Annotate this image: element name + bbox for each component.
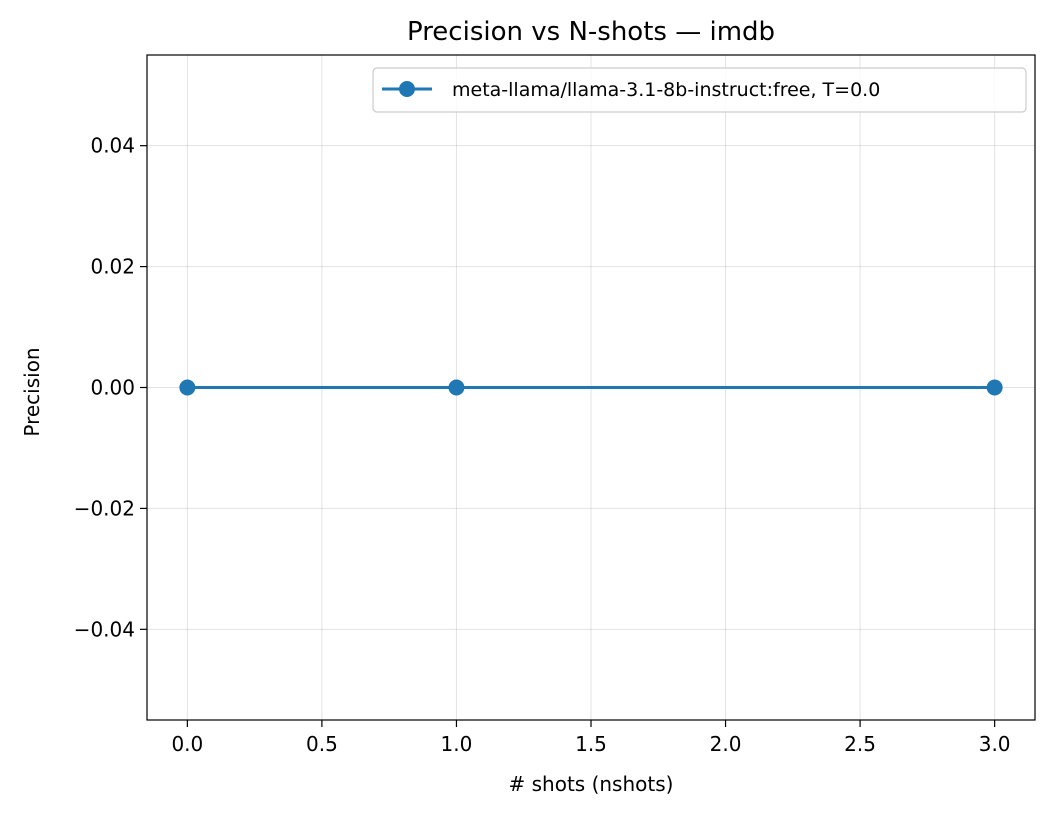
x-tick-label: 2.5 bbox=[844, 732, 876, 756]
x-tick-label: 0.5 bbox=[306, 732, 338, 756]
y-axis-ticks: −0.04 −0.02 0.00 0.02 0.04 bbox=[74, 134, 147, 641]
data-point bbox=[986, 379, 1003, 396]
x-tick-label: 1.5 bbox=[575, 732, 607, 756]
chart-title: Precision vs N-shots — imdb bbox=[407, 17, 775, 47]
series-layer bbox=[179, 379, 1003, 396]
legend: meta-llama/llama-3.1-8b-instruct:free, T… bbox=[372, 67, 1027, 113]
legend-label: meta-llama/llama-3.1-8b-instruct:free, T… bbox=[452, 79, 880, 101]
y-tick-label: 0.00 bbox=[90, 376, 135, 400]
y-axis-label: Precision bbox=[20, 347, 44, 436]
x-tick-label: 3.0 bbox=[979, 732, 1011, 756]
y-tick-label: 0.02 bbox=[90, 255, 135, 279]
y-tick-label: −0.02 bbox=[74, 496, 135, 520]
x-tick-label: 0.0 bbox=[171, 732, 203, 756]
legend-marker-swatch bbox=[399, 81, 415, 97]
legend-frame bbox=[372, 67, 1027, 113]
data-point bbox=[179, 379, 196, 396]
y-tick-label: −0.04 bbox=[74, 617, 135, 641]
y-tick-label: 0.04 bbox=[90, 134, 135, 158]
x-tick-label: 2.0 bbox=[710, 732, 742, 756]
x-axis-label: # shots (nshots) bbox=[509, 772, 674, 796]
x-axis-ticks: 0.0 0.5 1.0 1.5 2.0 2.5 3.0 bbox=[171, 720, 1011, 756]
x-tick-label: 1.0 bbox=[441, 732, 473, 756]
data-point bbox=[448, 379, 465, 396]
